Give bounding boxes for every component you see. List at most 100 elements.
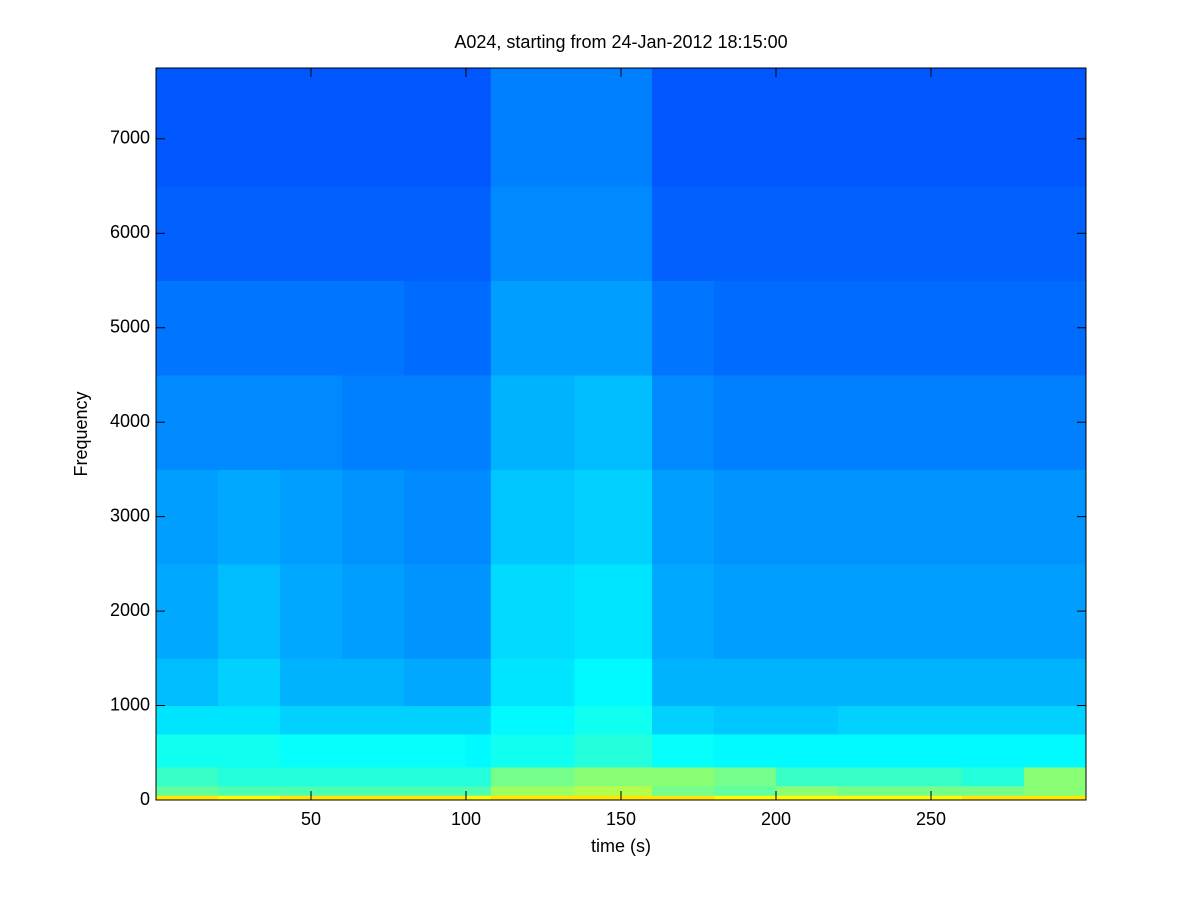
spectrogram-cell bbox=[652, 705, 715, 735]
spectrogram-cell bbox=[1024, 186, 1087, 282]
spectrogram-cell bbox=[714, 68, 777, 187]
spectrogram-cell bbox=[962, 68, 1025, 187]
spectrogram-cell bbox=[404, 795, 467, 801]
spectrogram-cell bbox=[652, 68, 715, 187]
spectrogram-cell bbox=[962, 658, 1025, 707]
spectrogram-cell bbox=[404, 785, 467, 796]
spectrogram-cell bbox=[466, 469, 492, 565]
spectrogram-cell bbox=[218, 280, 281, 376]
y-tick-label: 0 bbox=[140, 789, 150, 809]
spectrogram-cell bbox=[280, 658, 343, 707]
spectrogram-cell bbox=[280, 766, 343, 787]
spectrogram-cell bbox=[574, 563, 653, 659]
spectrogram-cell bbox=[776, 705, 839, 735]
spectrogram-cell bbox=[342, 766, 405, 787]
spectrogram-cell bbox=[838, 186, 901, 282]
spectrogram-cell bbox=[838, 785, 901, 796]
spectrogram-cell bbox=[574, 469, 653, 565]
spectrogram-cell bbox=[490, 469, 575, 565]
x-axis-label: time (s) bbox=[591, 836, 651, 856]
spectrogram-cell bbox=[900, 186, 963, 282]
spectrogram-cell bbox=[1024, 469, 1087, 565]
spectrogram-cell bbox=[776, 68, 839, 187]
spectrogram-cell bbox=[714, 705, 777, 735]
spectrogram-cell bbox=[838, 68, 901, 187]
spectrogram-cell bbox=[1024, 374, 1087, 470]
spectrogram-cell bbox=[652, 766, 715, 787]
spectrogram-cell bbox=[574, 705, 653, 735]
spectrogram-cell bbox=[466, 705, 492, 735]
spectrogram-cell bbox=[900, 563, 963, 659]
spectrogram-cell bbox=[490, 374, 575, 470]
spectrogram-cell bbox=[342, 68, 405, 187]
spectrogram-cell bbox=[776, 785, 839, 796]
spectrogram-cell bbox=[574, 733, 653, 768]
spectrogram-cell bbox=[280, 705, 343, 735]
x-tick-label: 50 bbox=[301, 809, 321, 829]
spectrogram-cell bbox=[404, 733, 467, 768]
spectrogram-cell bbox=[466, 785, 492, 796]
spectrogram-cell bbox=[342, 795, 405, 801]
spectrogram-cell bbox=[280, 374, 343, 470]
spectrogram-cell bbox=[1024, 795, 1087, 801]
spectrogram-cell bbox=[776, 280, 839, 376]
spectrogram-cell bbox=[900, 705, 963, 735]
spectrogram-cell bbox=[156, 68, 219, 187]
spectrogram-cell bbox=[574, 374, 653, 470]
spectrogram-cell bbox=[218, 785, 281, 796]
spectrogram-cell bbox=[404, 280, 467, 376]
spectrogram-cell bbox=[156, 186, 219, 282]
spectrogram-cell bbox=[962, 795, 1025, 801]
spectrogram-cell bbox=[466, 280, 492, 376]
spectrogram-cell bbox=[466, 766, 492, 787]
spectrogram-cell bbox=[156, 658, 219, 707]
spectrogram-cell bbox=[280, 186, 343, 282]
spectrogram-cell bbox=[900, 658, 963, 707]
spectrogram-cell bbox=[838, 705, 901, 735]
spectrogram-cell bbox=[404, 469, 467, 565]
spectrogram-cell bbox=[218, 705, 281, 735]
spectrogram-cell bbox=[466, 563, 492, 659]
spectrogram-cell bbox=[280, 563, 343, 659]
spectrogram-cell bbox=[776, 766, 839, 787]
spectrogram-cell bbox=[776, 795, 839, 801]
spectrogram-cell bbox=[156, 795, 219, 801]
spectrogram-cell bbox=[1024, 766, 1087, 787]
spectrogram-cell bbox=[466, 186, 492, 282]
spectrogram-cell bbox=[218, 795, 281, 801]
spectrogram-cell bbox=[342, 374, 405, 470]
spectrogram-cell bbox=[714, 795, 777, 801]
spectrogram-cell bbox=[404, 658, 467, 707]
spectrogram-cell bbox=[404, 186, 467, 282]
spectrogram-cell bbox=[574, 785, 653, 796]
spectrogram-cell bbox=[838, 733, 901, 768]
spectrogram-cell bbox=[466, 795, 492, 801]
spectrogram-cell bbox=[714, 785, 777, 796]
x-tick-label: 150 bbox=[606, 809, 636, 829]
spectrogram-cell bbox=[714, 374, 777, 470]
spectrogram-cell bbox=[838, 563, 901, 659]
spectrogram-cell bbox=[776, 374, 839, 470]
spectrogram-cell bbox=[652, 374, 715, 470]
spectrogram-cell bbox=[342, 280, 405, 376]
spectrogram-cell bbox=[342, 469, 405, 565]
spectrogram-cell bbox=[156, 785, 219, 796]
spectrogram-cell bbox=[962, 280, 1025, 376]
spectrogram-cell bbox=[962, 469, 1025, 565]
spectrogram-cell bbox=[714, 563, 777, 659]
spectrogram-cell bbox=[342, 186, 405, 282]
spectrogram-cell bbox=[776, 658, 839, 707]
spectrogram-cell bbox=[156, 733, 219, 768]
spectrogram-cell bbox=[280, 280, 343, 376]
spectrogram-cell bbox=[574, 280, 653, 376]
y-tick-label: 6000 bbox=[110, 222, 150, 242]
y-tick-label: 5000 bbox=[110, 316, 150, 336]
spectrogram-cell bbox=[652, 733, 715, 768]
spectrogram-cell bbox=[156, 374, 219, 470]
spectrogram-cell bbox=[490, 563, 575, 659]
spectrogram-cell bbox=[714, 469, 777, 565]
x-tick-label: 200 bbox=[761, 809, 791, 829]
spectrogram-cell bbox=[218, 766, 281, 787]
spectrogram-cell bbox=[574, 658, 653, 707]
